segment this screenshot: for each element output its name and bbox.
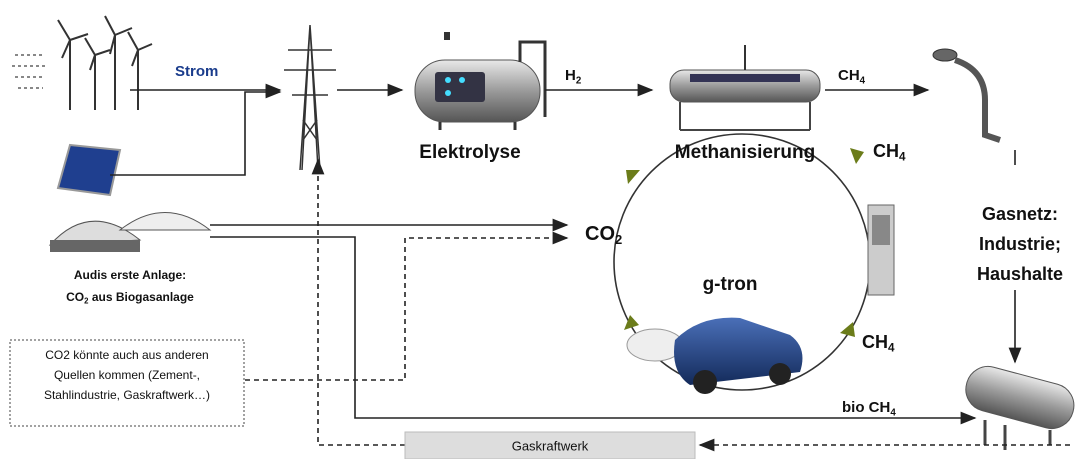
cycle-arrows bbox=[624, 148, 864, 337]
label-sub: 4 bbox=[860, 75, 866, 86]
label-sub: 2 bbox=[615, 232, 622, 247]
label-sub: 2 bbox=[576, 75, 582, 86]
label-base: H bbox=[565, 67, 576, 84]
label-line: CO2 könnte auch aus anderen bbox=[45, 348, 208, 362]
label: Audis erste Anlage: bbox=[74, 268, 186, 282]
arrow bbox=[210, 236, 977, 425]
label-line: Haushalte bbox=[977, 264, 1063, 284]
label-sub: 4 bbox=[899, 150, 906, 163]
arrow bbox=[245, 231, 569, 381]
label: H2 bbox=[565, 67, 582, 86]
label: CO2 bbox=[585, 223, 622, 247]
electrolyser bbox=[414, 32, 547, 130]
label: Strom bbox=[175, 63, 218, 80]
arrow bbox=[311, 158, 405, 446]
label: bio CH4 bbox=[842, 399, 896, 418]
methanisation-reactor bbox=[669, 45, 821, 131]
label-line: Stahlindustrie, Gaskraftwerk…) bbox=[44, 388, 210, 402]
label-base: CO bbox=[585, 223, 615, 245]
label: CH4 bbox=[838, 67, 866, 86]
label-sub: 4 bbox=[888, 341, 895, 354]
arrow bbox=[110, 85, 282, 176]
note-box bbox=[9, 339, 245, 427]
label-sub: 2 bbox=[84, 297, 89, 306]
label: g-tron bbox=[703, 274, 758, 295]
label-base: CH bbox=[873, 141, 899, 161]
label-base: CH bbox=[838, 67, 860, 84]
label-base: CO bbox=[66, 290, 84, 304]
label: Gaskraftwerk bbox=[512, 438, 589, 453]
label-sub: 4 bbox=[890, 407, 896, 418]
label: CH4 bbox=[873, 141, 906, 164]
label: CH4 bbox=[862, 332, 895, 355]
label: CO2 aus Biogasanlage bbox=[66, 290, 194, 305]
gas-nozzle bbox=[932, 48, 1001, 143]
biogas-plant bbox=[48, 212, 212, 252]
label-base: bio CH bbox=[842, 399, 890, 416]
gas-pump bbox=[867, 204, 895, 296]
label-line: Gasnetz: bbox=[982, 204, 1058, 224]
gas-storage bbox=[965, 365, 1075, 450]
solar-panel bbox=[56, 143, 122, 197]
wind-turbines bbox=[12, 15, 153, 110]
label-line: Industrie; bbox=[979, 234, 1061, 254]
car bbox=[626, 317, 803, 394]
label: Methanisierung bbox=[675, 142, 815, 163]
label-line: Quellen kommen (Zement-, bbox=[54, 368, 200, 382]
label: Elektrolyse bbox=[419, 142, 520, 163]
gaskraftwerk-box bbox=[404, 431, 696, 459]
label-rest: aus Biogasanlage bbox=[88, 290, 194, 304]
label-base: CH bbox=[862, 332, 888, 352]
pylon bbox=[284, 24, 336, 171]
